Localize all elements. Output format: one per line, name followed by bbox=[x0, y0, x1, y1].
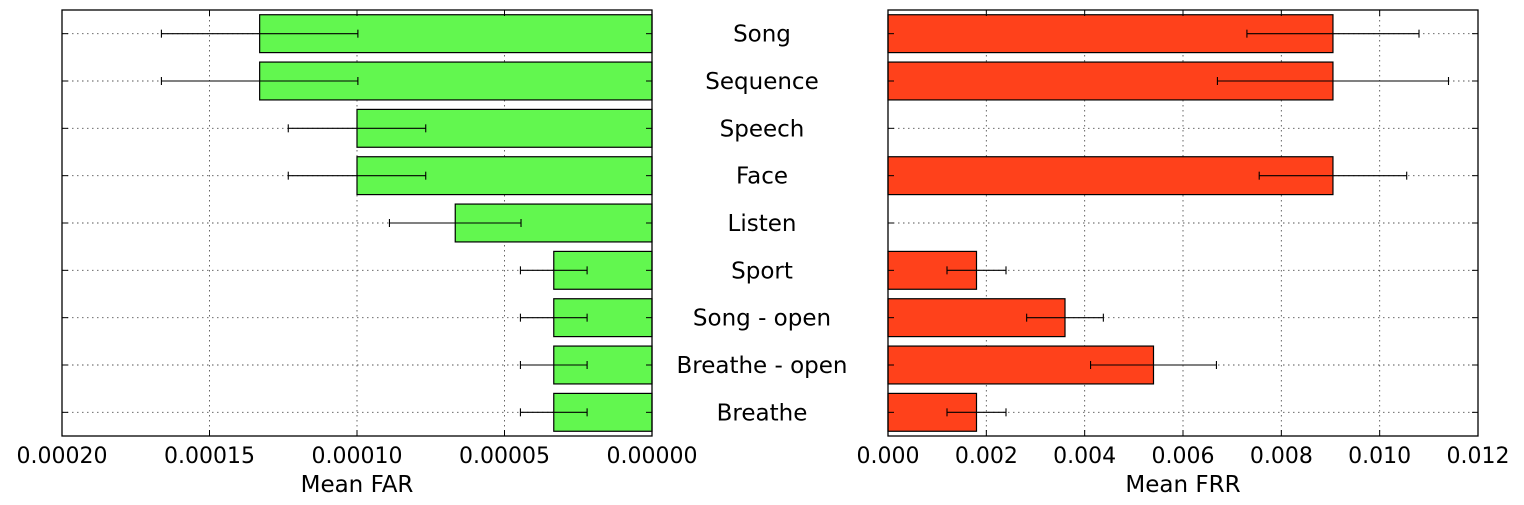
frr-xtick-label: 0.012 bbox=[1447, 444, 1510, 469]
category-label: Speech bbox=[720, 116, 805, 142]
frr-xtick-label: 0.002 bbox=[955, 444, 1018, 469]
frr-xtick-label: 0.006 bbox=[1152, 444, 1215, 469]
far-xtick-label: 0.00000 bbox=[607, 444, 698, 469]
far-xtick-label: 0.00015 bbox=[164, 444, 255, 469]
frr-error-bar bbox=[1090, 361, 1217, 369]
far-error-bar bbox=[519, 266, 588, 275]
far-error-bar bbox=[519, 361, 588, 369]
category-label: Song - open bbox=[693, 306, 831, 332]
far-error-bar bbox=[388, 219, 522, 227]
frr-error-bar bbox=[1026, 313, 1104, 322]
far-xtick-label: 0.00020 bbox=[17, 444, 108, 469]
far-xtick-label: 0.00005 bbox=[459, 444, 550, 469]
frr-xtick-label: 0.008 bbox=[1250, 444, 1313, 469]
category-label: Breathe bbox=[717, 400, 808, 426]
frr-panel: 0.000 0.002 0.004 0.006 0.008 0.010 0.012 bbox=[857, 9, 1510, 469]
category-label: Breathe - open bbox=[676, 353, 847, 379]
far-error-bar bbox=[160, 29, 359, 38]
frr-xtick-label: 0.004 bbox=[1053, 444, 1116, 469]
far-error-bar bbox=[519, 313, 588, 322]
frr-error-bar bbox=[1216, 77, 1450, 85]
frr-xtick-label: 0.010 bbox=[1348, 444, 1411, 469]
frr-xtick-label: 0.000 bbox=[857, 444, 920, 469]
category-label: Listen bbox=[728, 211, 797, 237]
frr-axis-label: Mean FRR bbox=[1125, 472, 1240, 498]
far-error-bar bbox=[519, 408, 588, 417]
frr-error-bar bbox=[1246, 29, 1420, 38]
far-error-bar bbox=[287, 124, 427, 133]
frr-error-bar bbox=[946, 408, 1007, 417]
category-label: Sequence bbox=[705, 69, 818, 95]
frr-error-bar bbox=[946, 266, 1007, 275]
frr-error-bar bbox=[1258, 171, 1408, 180]
category-labels: Song Sequence Speech Face Listen Sport Song - … bbox=[676, 22, 847, 427]
far-axis-label: Mean FAR bbox=[301, 472, 414, 498]
far-panel: 0.00020 0.00015 0.00010 0.00005 0.00000 bbox=[17, 9, 698, 469]
far-error-bar bbox=[287, 171, 427, 180]
category-label: Song bbox=[733, 22, 791, 48]
far-error-bar bbox=[160, 77, 359, 85]
far-bar bbox=[259, 61, 653, 101]
far-xtick-label: 0.00010 bbox=[312, 444, 403, 469]
category-label: Sport bbox=[731, 258, 793, 284]
category-label: Face bbox=[736, 164, 788, 190]
